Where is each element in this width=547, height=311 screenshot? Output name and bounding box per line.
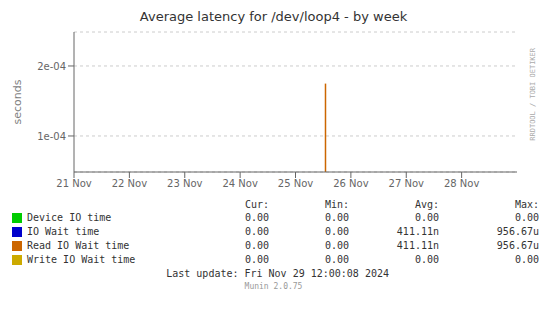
html-text:Munin 2.0.75: Munin 2.0.75 bbox=[244, 282, 303, 291]
html-text:Device IO time: Device IO time bbox=[27, 212, 112, 223]
html-text:Average latency for /dev/loop4: Average latency for /dev/loop4 - by week bbox=[139, 9, 408, 24]
html-text:Last update: Fri Nov 29 12:00:: Last update: Fri Nov 29 12:00:08 2024 bbox=[166, 268, 389, 279]
html-text:0.00: 0.00 bbox=[244, 212, 269, 223]
html-text:Min:: Min: bbox=[324, 199, 349, 210]
svg-text:2e-04: 2e-04 bbox=[37, 61, 66, 72]
svg-text:25 Nov: 25 Nov bbox=[278, 178, 314, 189]
svg-text:1e-04: 1e-04 bbox=[37, 131, 66, 142]
html-text:0.00: 0.00 bbox=[514, 254, 539, 265]
html-text:Max:: Max: bbox=[514, 199, 539, 210]
html-text:Read IO Wait time: Read IO Wait time bbox=[27, 240, 130, 251]
svg-text:22 Nov: 22 Nov bbox=[112, 178, 148, 189]
html-text:956.67u: 956.67u bbox=[496, 240, 539, 251]
html-text:0.00: 0.00 bbox=[324, 254, 349, 265]
svg-text:27 Nov: 27 Nov bbox=[389, 178, 425, 189]
html-text:Cur:: Cur: bbox=[244, 199, 269, 210]
html-text:411.11n: 411.11n bbox=[396, 226, 439, 237]
svg-text:24 Nov: 24 Nov bbox=[222, 178, 258, 189]
svg-text:26 Nov: 26 Nov bbox=[333, 178, 369, 189]
svg-text:23 Nov: 23 Nov bbox=[167, 178, 203, 189]
html-text:RRDTOOL / TOBI OETIKER: RRDTOOL / TOBI OETIKER bbox=[529, 48, 537, 141]
html-text:0.00: 0.00 bbox=[244, 254, 269, 265]
html-text:0.00: 0.00 bbox=[324, 212, 349, 223]
html-text:0.00: 0.00 bbox=[324, 240, 349, 251]
svg-text:28 Nov: 28 Nov bbox=[444, 178, 480, 189]
html-text:956.67u: 956.67u bbox=[496, 226, 539, 237]
html-text:0.00: 0.00 bbox=[244, 240, 269, 251]
html-text:411.11n: 411.11n bbox=[396, 240, 439, 251]
svg-text:21 Nov: 21 Nov bbox=[56, 178, 92, 189]
html-text:0.00: 0.00 bbox=[514, 212, 539, 223]
html-text:0.00: 0.00 bbox=[244, 226, 269, 237]
svg-text:seconds: seconds bbox=[11, 79, 24, 124]
html-text:0.00: 0.00 bbox=[414, 212, 439, 223]
html-text:0.00: 0.00 bbox=[324, 226, 349, 237]
html-text:IO Wait time: IO Wait time bbox=[27, 226, 100, 237]
html-text:Avg:: Avg: bbox=[414, 199, 439, 210]
html-text:0.00: 0.00 bbox=[414, 254, 439, 265]
html-text:Write IO Wait time: Write IO Wait time bbox=[27, 254, 136, 265]
